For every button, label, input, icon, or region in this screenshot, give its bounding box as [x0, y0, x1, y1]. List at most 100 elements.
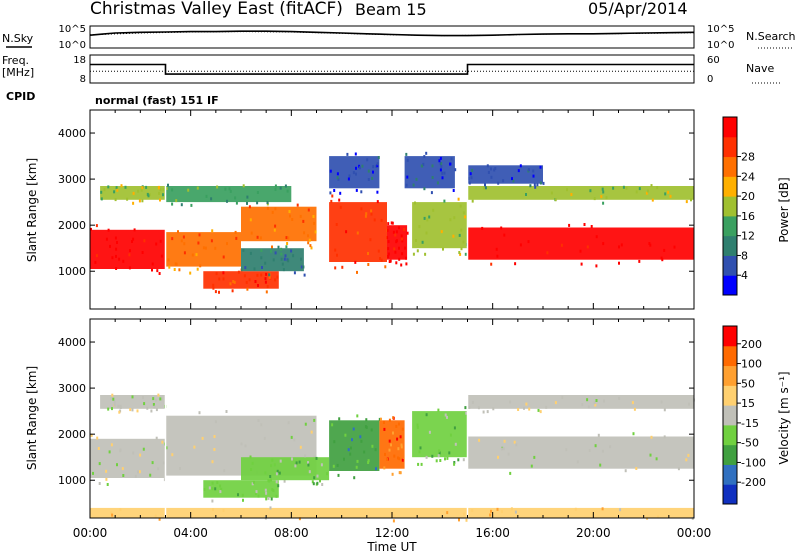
power-speckle: [400, 237, 403, 241]
power-speckle: [270, 249, 273, 253]
power-colorbar-tick-label: 8: [741, 249, 748, 262]
power-colorbar-frame: [722, 116, 738, 296]
velocity-speckle: [165, 446, 168, 450]
power-speckle: [371, 176, 374, 180]
velocity-speckle: [157, 393, 160, 397]
velocity-speckle: [315, 456, 318, 460]
velocity-speckle: [448, 451, 451, 455]
power-speckle: [440, 230, 443, 234]
nave-tick-bottom: 0: [707, 74, 713, 85]
power-speckle: [235, 236, 238, 240]
velocity-speckle: [688, 402, 690, 406]
velocity-speckle: [193, 445, 196, 449]
power-speckle: [589, 189, 592, 193]
velocity-speckle: [150, 409, 153, 413]
nave-tick-top: 60: [707, 55, 720, 66]
power-speckle: [284, 184, 287, 188]
power-speckle: [307, 241, 310, 245]
velocity-colorbar: 200 100 50 15 -15 -50 -100 -200: [722, 325, 766, 505]
velocity-speckle: [419, 446, 422, 450]
power-speckle: [398, 257, 401, 261]
noise-sky-line: [89, 30, 695, 37]
power-speckle: [380, 258, 383, 262]
power-speckle: [401, 239, 404, 243]
power-speckle: [214, 290, 217, 294]
velocity-speckle: [401, 458, 404, 462]
power-speckle: [183, 251, 186, 255]
power-speckle: [309, 244, 312, 248]
power-speckle: [459, 204, 462, 208]
power-speckle: [550, 191, 553, 195]
power-speckle: [406, 175, 409, 179]
power-band: [412, 202, 468, 249]
power-speckle: [622, 185, 625, 189]
velocity-speckle: [655, 457, 658, 461]
velocity-speckle: [465, 411, 468, 415]
power-y-axis-label: Slant Range [km]: [25, 158, 39, 262]
velocity-colorbar-tick-label: -50: [741, 437, 759, 450]
power-speckle: [346, 152, 349, 156]
velocity-speckle: [344, 433, 347, 437]
power-speckle: [428, 215, 431, 219]
power-speckle: [162, 193, 164, 197]
power-speckle: [114, 198, 117, 202]
power-speckle: [458, 251, 461, 254]
power-speckle: [625, 186, 628, 190]
power-speckle: [303, 231, 306, 235]
velocity-speckle: [383, 421, 385, 424]
velocity-speckle: [501, 510, 503, 514]
power-speckle: [372, 170, 374, 174]
power-speckle: [228, 187, 231, 191]
power-speckle: [266, 206, 269, 210]
time-tick-label: 04:00: [173, 526, 208, 540]
power-speckle: [469, 172, 472, 176]
power-speckle: [354, 152, 357, 156]
velocity-speckle: [222, 509, 225, 512]
velocity-speckle: [111, 393, 114, 397]
velocity-speckle: [586, 398, 589, 402]
power-speckle: [257, 284, 259, 287]
power-speckle: [367, 169, 370, 173]
power-speckle: [370, 212, 373, 216]
power-speckle: [370, 209, 373, 213]
power-speckle: [254, 280, 257, 283]
power-speckle: [289, 214, 291, 218]
time-tick-label: 00:00: [73, 526, 108, 540]
power-speckle: [398, 246, 400, 250]
power-speckle: [360, 190, 363, 194]
velocity-speckle: [486, 410, 489, 414]
power-speckle: [618, 245, 620, 249]
velocity-speckle: [241, 493, 244, 497]
power-speckle: [519, 243, 522, 247]
power-speckle: [426, 218, 429, 222]
power-speckle: [460, 228, 463, 232]
noise-right-tick-bottom: 10^0: [707, 40, 734, 51]
power-speckle: [246, 201, 248, 205]
power-colorbar-swatch: [723, 275, 737, 296]
power-speckle: [337, 177, 340, 181]
velocity-speckle: [482, 410, 485, 414]
velocity-y-axis-label: Slant Range [km]: [25, 366, 39, 470]
power-speckle: [361, 164, 364, 168]
velocity-speckle: [257, 494, 260, 498]
power-speckle: [245, 280, 248, 284]
power-speckle: [376, 164, 379, 168]
power-speckle: [388, 260, 391, 263]
power-speckle: [400, 234, 403, 238]
velocity-speckle: [98, 462, 101, 466]
velocity-speckle: [275, 494, 278, 498]
power-speckle: [667, 190, 670, 194]
power-speckle: [180, 203, 183, 207]
velocity-speckle: [492, 407, 495, 411]
power-speckle: [107, 228, 110, 232]
power-speckle: [532, 174, 535, 178]
noise-left-tick-top: 10^5: [59, 24, 86, 35]
power-speckle: [372, 165, 375, 169]
power-speckle: [115, 267, 118, 270]
power-speckle: [336, 172, 339, 176]
power-speckle: [246, 287, 249, 291]
power-speckle: [160, 254, 163, 258]
velocity-speckle: [313, 455, 316, 459]
power-speckle: [519, 164, 522, 168]
power-speckle: [211, 229, 214, 233]
